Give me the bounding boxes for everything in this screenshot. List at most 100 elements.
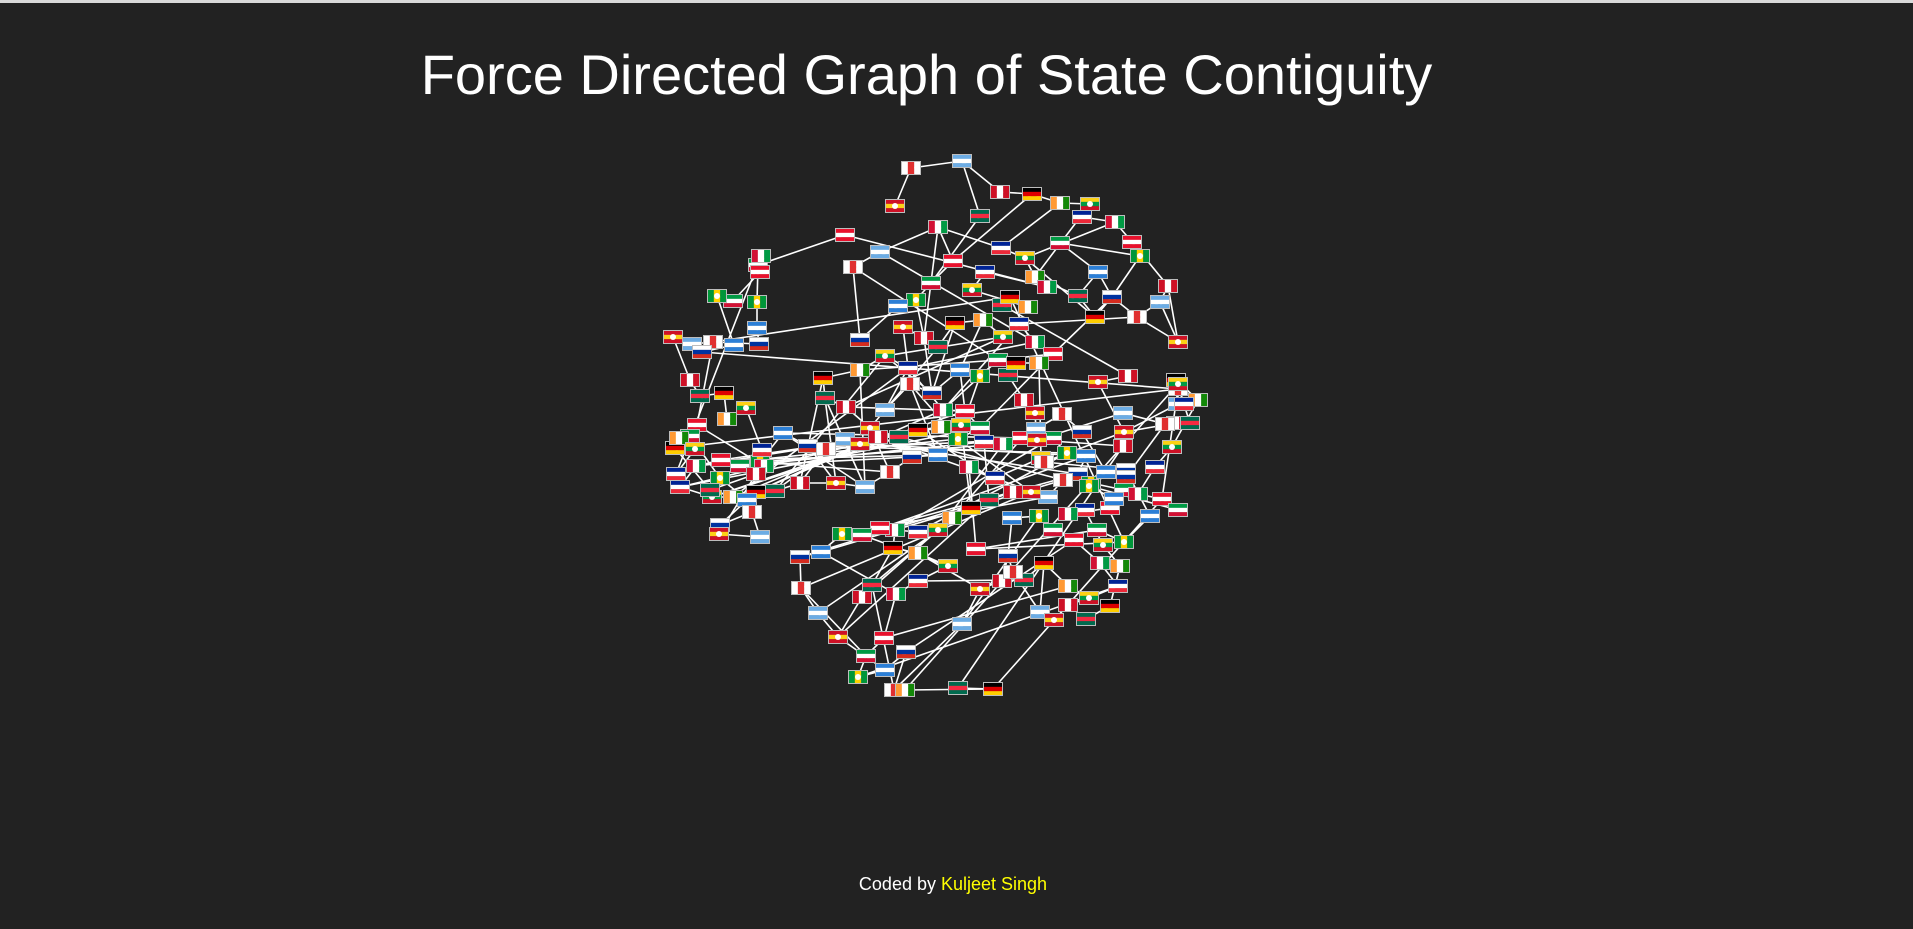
country-flag-icon[interactable]	[749, 337, 769, 351]
country-flag-icon[interactable]	[900, 377, 920, 391]
country-flag-icon[interactable]	[816, 442, 836, 456]
country-flag-icon[interactable]	[717, 412, 737, 426]
country-flag-icon[interactable]	[931, 420, 951, 434]
country-flag-icon[interactable]	[736, 401, 756, 415]
country-flag-icon[interactable]	[773, 426, 793, 440]
country-flag-icon[interactable]	[747, 321, 767, 335]
country-flag-icon[interactable]	[832, 527, 852, 541]
country-flag-icon[interactable]	[979, 493, 999, 507]
country-flag-icon[interactable]	[808, 606, 828, 620]
country-flag-icon[interactable]	[1029, 356, 1049, 370]
country-flag-icon[interactable]	[1162, 440, 1182, 454]
country-flag-icon[interactable]	[700, 483, 720, 497]
country-flag-icon[interactable]	[983, 682, 1003, 696]
country-flag-icon[interactable]	[1168, 335, 1188, 349]
country-flag-icon[interactable]	[990, 185, 1010, 199]
country-flag-icon[interactable]	[750, 265, 770, 279]
country-flag-icon[interactable]	[1003, 485, 1023, 499]
country-flag-icon[interactable]	[1113, 439, 1133, 453]
country-flag-icon[interactable]	[1174, 397, 1194, 411]
country-flag-icon[interactable]	[985, 471, 1005, 485]
country-flag-icon[interactable]	[790, 550, 810, 564]
country-flag-icon[interactable]	[908, 574, 928, 588]
country-flag-icon[interactable]	[959, 460, 979, 474]
country-flag-icon[interactable]	[970, 209, 990, 223]
country-flag-icon[interactable]	[1003, 565, 1023, 579]
country-flag-icon[interactable]	[888, 299, 908, 313]
author-link[interactable]: Kuljeet Singh	[940, 874, 1048, 894]
country-flag-icon[interactable]	[992, 574, 1012, 588]
country-flag-icon[interactable]	[1079, 479, 1099, 493]
country-flag-icon[interactable]	[791, 581, 811, 595]
country-flag-icon[interactable]	[1058, 507, 1078, 521]
country-flag-icon[interactable]	[811, 545, 831, 559]
country-flag-icon[interactable]	[1050, 196, 1070, 210]
country-flag-icon[interactable]	[1118, 369, 1138, 383]
country-flag-icon[interactable]	[938, 559, 958, 573]
country-flag-icon[interactable]	[1168, 377, 1188, 391]
country-flag-icon[interactable]	[669, 431, 689, 445]
country-flag-icon[interactable]	[1075, 503, 1095, 517]
country-flag-icon[interactable]	[752, 443, 772, 457]
country-flag-icon[interactable]	[850, 363, 870, 377]
country-flag-icon[interactable]	[1006, 356, 1026, 370]
country-flag-icon[interactable]	[850, 437, 870, 451]
country-flag-icon[interactable]	[1114, 425, 1134, 439]
country-flag-icon[interactable]	[1127, 310, 1147, 324]
country-flag-icon[interactable]	[885, 199, 905, 213]
country-flag-icon[interactable]	[790, 476, 810, 490]
country-flag-icon[interactable]	[1068, 289, 1088, 303]
country-flag-icon[interactable]	[961, 501, 981, 515]
country-flag-icon[interactable]	[1155, 417, 1175, 431]
country-flag-icon[interactable]	[893, 320, 913, 334]
country-flag-icon[interactable]	[952, 617, 972, 631]
country-flag-icon[interactable]	[945, 316, 965, 330]
country-flag-icon[interactable]	[1150, 295, 1170, 309]
country-flag-icon[interactable]	[1014, 573, 1034, 587]
country-flag-icon[interactable]	[1093, 538, 1113, 552]
country-flag-icon[interactable]	[711, 453, 731, 467]
country-flag-icon[interactable]	[1168, 503, 1188, 517]
country-flag-icon[interactable]	[1130, 249, 1150, 263]
country-flag-icon[interactable]	[1029, 509, 1049, 523]
country-flag-icon[interactable]	[948, 681, 968, 695]
country-flag-icon[interactable]	[1180, 416, 1200, 430]
country-flag-icon[interactable]	[966, 542, 986, 556]
country-flag-icon[interactable]	[1025, 335, 1045, 349]
country-flag-icon[interactable]	[1114, 535, 1134, 549]
country-flag-icon[interactable]	[1072, 210, 1092, 224]
country-flag-icon[interactable]	[747, 295, 767, 309]
country-flag-icon[interactable]	[922, 386, 942, 400]
country-flag-icon[interactable]	[835, 228, 855, 242]
country-flag-icon[interactable]	[948, 432, 968, 446]
country-flag-icon[interactable]	[692, 345, 712, 359]
country-flag-icon[interactable]	[1053, 473, 1073, 487]
country-flag-icon[interactable]	[848, 670, 868, 684]
country-flag-icon[interactable]	[852, 590, 872, 604]
country-flag-icon[interactable]	[951, 418, 971, 432]
country-flag-icon[interactable]	[1088, 375, 1108, 389]
country-flag-icon[interactable]	[1158, 279, 1178, 293]
country-flag-icon[interactable]	[828, 630, 848, 644]
country-flag-icon[interactable]	[880, 465, 900, 479]
country-flag-icon[interactable]	[742, 505, 762, 519]
country-flag-icon[interactable]	[895, 683, 915, 697]
country-flag-icon[interactable]	[1108, 579, 1128, 593]
country-flag-icon[interactable]	[1022, 187, 1042, 201]
country-flag-icon[interactable]	[928, 523, 948, 537]
country-flag-icon[interactable]	[1085, 310, 1105, 324]
country-flag-icon[interactable]	[1072, 425, 1092, 439]
country-flag-icon[interactable]	[765, 484, 785, 498]
country-flag-icon[interactable]	[855, 480, 875, 494]
country-flag-icon[interactable]	[998, 549, 1018, 563]
country-flag-icon[interactable]	[709, 527, 729, 541]
country-flag-icon[interactable]	[1034, 455, 1054, 469]
country-flag-icon[interactable]	[921, 276, 941, 290]
country-flag-icon[interactable]	[883, 541, 903, 555]
country-flag-icon[interactable]	[1122, 235, 1142, 249]
country-flag-icon[interactable]	[663, 330, 683, 344]
country-flag-icon[interactable]	[1034, 556, 1054, 570]
country-flag-icon[interactable]	[1145, 460, 1165, 474]
country-flag-icon[interactable]	[889, 430, 909, 444]
